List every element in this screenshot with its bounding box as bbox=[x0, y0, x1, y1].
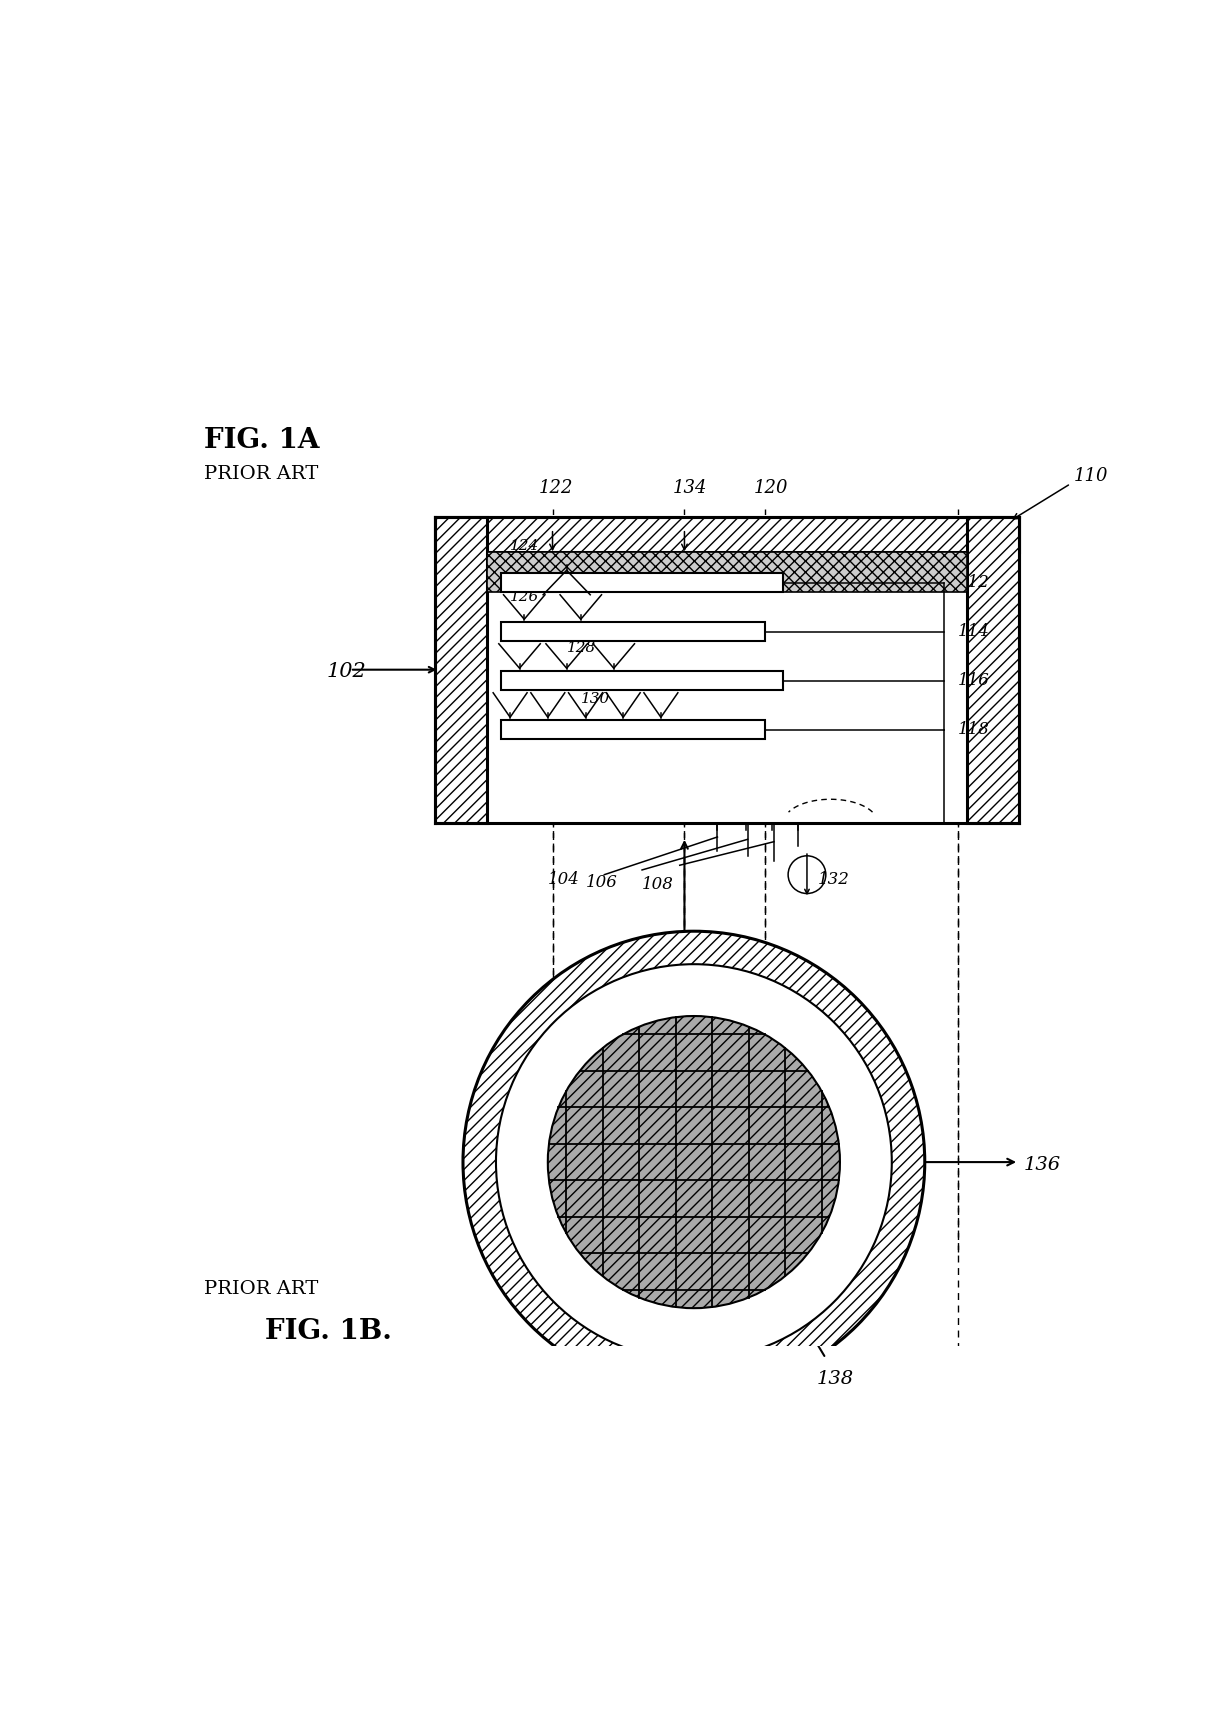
Text: 106: 106 bbox=[586, 875, 618, 890]
Text: 138: 138 bbox=[816, 1370, 854, 1387]
Bar bbox=[435, 516, 486, 823]
Text: 124: 124 bbox=[511, 539, 540, 553]
Bar bbox=[967, 516, 1019, 823]
Text: 128: 128 bbox=[567, 641, 596, 655]
Text: FIG. 1B.: FIG. 1B. bbox=[265, 1318, 392, 1344]
Text: 130: 130 bbox=[581, 693, 610, 707]
Text: 134: 134 bbox=[674, 480, 708, 497]
Text: 104: 104 bbox=[547, 871, 580, 889]
Text: PRIOR ART: PRIOR ART bbox=[204, 464, 319, 483]
Text: 134: 134 bbox=[668, 942, 702, 961]
Text: 116: 116 bbox=[958, 672, 990, 689]
Text: 122: 122 bbox=[539, 480, 573, 497]
Bar bbox=[486, 553, 967, 823]
Circle shape bbox=[463, 932, 924, 1393]
Bar bbox=[501, 670, 783, 689]
Text: 110: 110 bbox=[1074, 466, 1108, 485]
Text: 126: 126 bbox=[511, 591, 540, 604]
Text: 136: 136 bbox=[1024, 1155, 1060, 1174]
Bar bbox=[501, 622, 765, 641]
Text: PRIOR ART: PRIOR ART bbox=[204, 1280, 319, 1297]
Circle shape bbox=[496, 965, 891, 1360]
Text: 102: 102 bbox=[326, 662, 366, 681]
Bar bbox=[501, 721, 765, 740]
Bar bbox=[501, 573, 783, 592]
Bar bbox=[486, 553, 967, 592]
Text: 108: 108 bbox=[642, 876, 674, 892]
Text: 118: 118 bbox=[958, 721, 990, 738]
Text: FIG. 1A: FIG. 1A bbox=[204, 428, 320, 454]
Circle shape bbox=[547, 1017, 840, 1308]
Text: 132: 132 bbox=[818, 871, 850, 889]
Text: 114: 114 bbox=[958, 624, 990, 641]
Bar bbox=[435, 516, 1019, 553]
Text: 120: 120 bbox=[753, 480, 788, 497]
Text: 112: 112 bbox=[958, 575, 990, 591]
